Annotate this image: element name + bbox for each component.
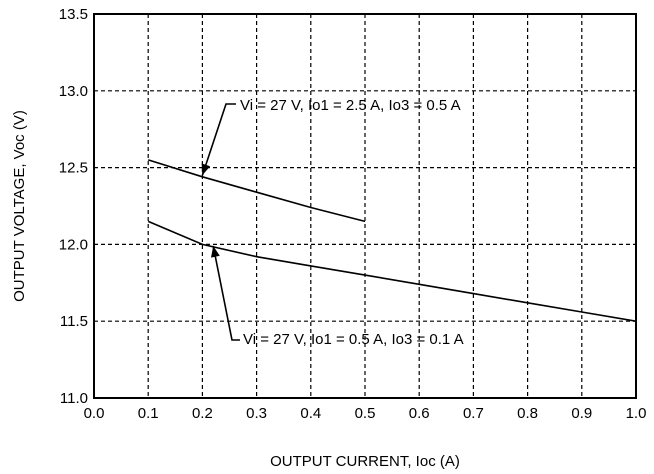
annotation-label-1: Vi = 27 V, Io1 = 2.5 A, Io3 = 0.5 A <box>240 97 461 114</box>
x-tick-label: 0.1 <box>138 405 159 422</box>
annotation-leader-1 <box>201 103 236 176</box>
x-tick-label: 0.3 <box>246 405 267 422</box>
x-tick-label: 0.8 <box>517 405 538 422</box>
y-tick-label: 12.5 <box>59 160 88 177</box>
x-tick-labels: 0.0 0.1 0.2 0.3 0.4 0.5 0.6 0.7 0.8 0.9 1.0 <box>84 405 647 422</box>
series-line-1 <box>147 159 366 223</box>
x-tick-label: 0.9 <box>571 405 592 422</box>
x-axis-title: OUTPUT CURRENT, Ioc (A) <box>270 453 460 470</box>
y-tick-label: 11.5 <box>60 313 88 330</box>
annotation-leader-2 <box>212 245 240 341</box>
plot-frame <box>93 13 637 399</box>
x-tick-label: 0.5 <box>355 405 376 422</box>
x-tick-label: 0.7 <box>463 405 484 422</box>
y-tick-label: 11.0 <box>60 390 88 407</box>
x-tick-label: 0.2 <box>192 405 213 422</box>
x-tick-label: 0.0 <box>84 405 105 422</box>
x-tick-label: 0.4 <box>300 405 321 422</box>
annotation-arrowhead-1 <box>201 163 211 176</box>
annotation-label-2: Vi = 27 V, Io1 = 0.5 A, Io3 = 0.1 A <box>243 331 464 348</box>
annotations: Vi = 27 V, Io1 = 2.5 A, Io3 = 0.5 A Vi = … <box>201 97 464 348</box>
y-tick-label: 13.0 <box>59 83 88 100</box>
series-layer <box>147 159 637 322</box>
x-tick-label: 0.6 <box>409 405 430 422</box>
annotation-arrowhead-2 <box>211 245 220 258</box>
series-line-2 <box>147 220 637 322</box>
y-tick-label: 13.5 <box>59 6 88 23</box>
y-tick-label: 12.0 <box>59 236 88 253</box>
y-axis-title: OUTPUT VOLTAGE, Voc (V) <box>11 110 28 302</box>
x-tick-label: 1.0 <box>626 405 647 422</box>
grid <box>94 14 636 398</box>
y-tick-labels: 11.0 11.5 12.0 12.5 13.0 13.5 <box>59 6 88 407</box>
